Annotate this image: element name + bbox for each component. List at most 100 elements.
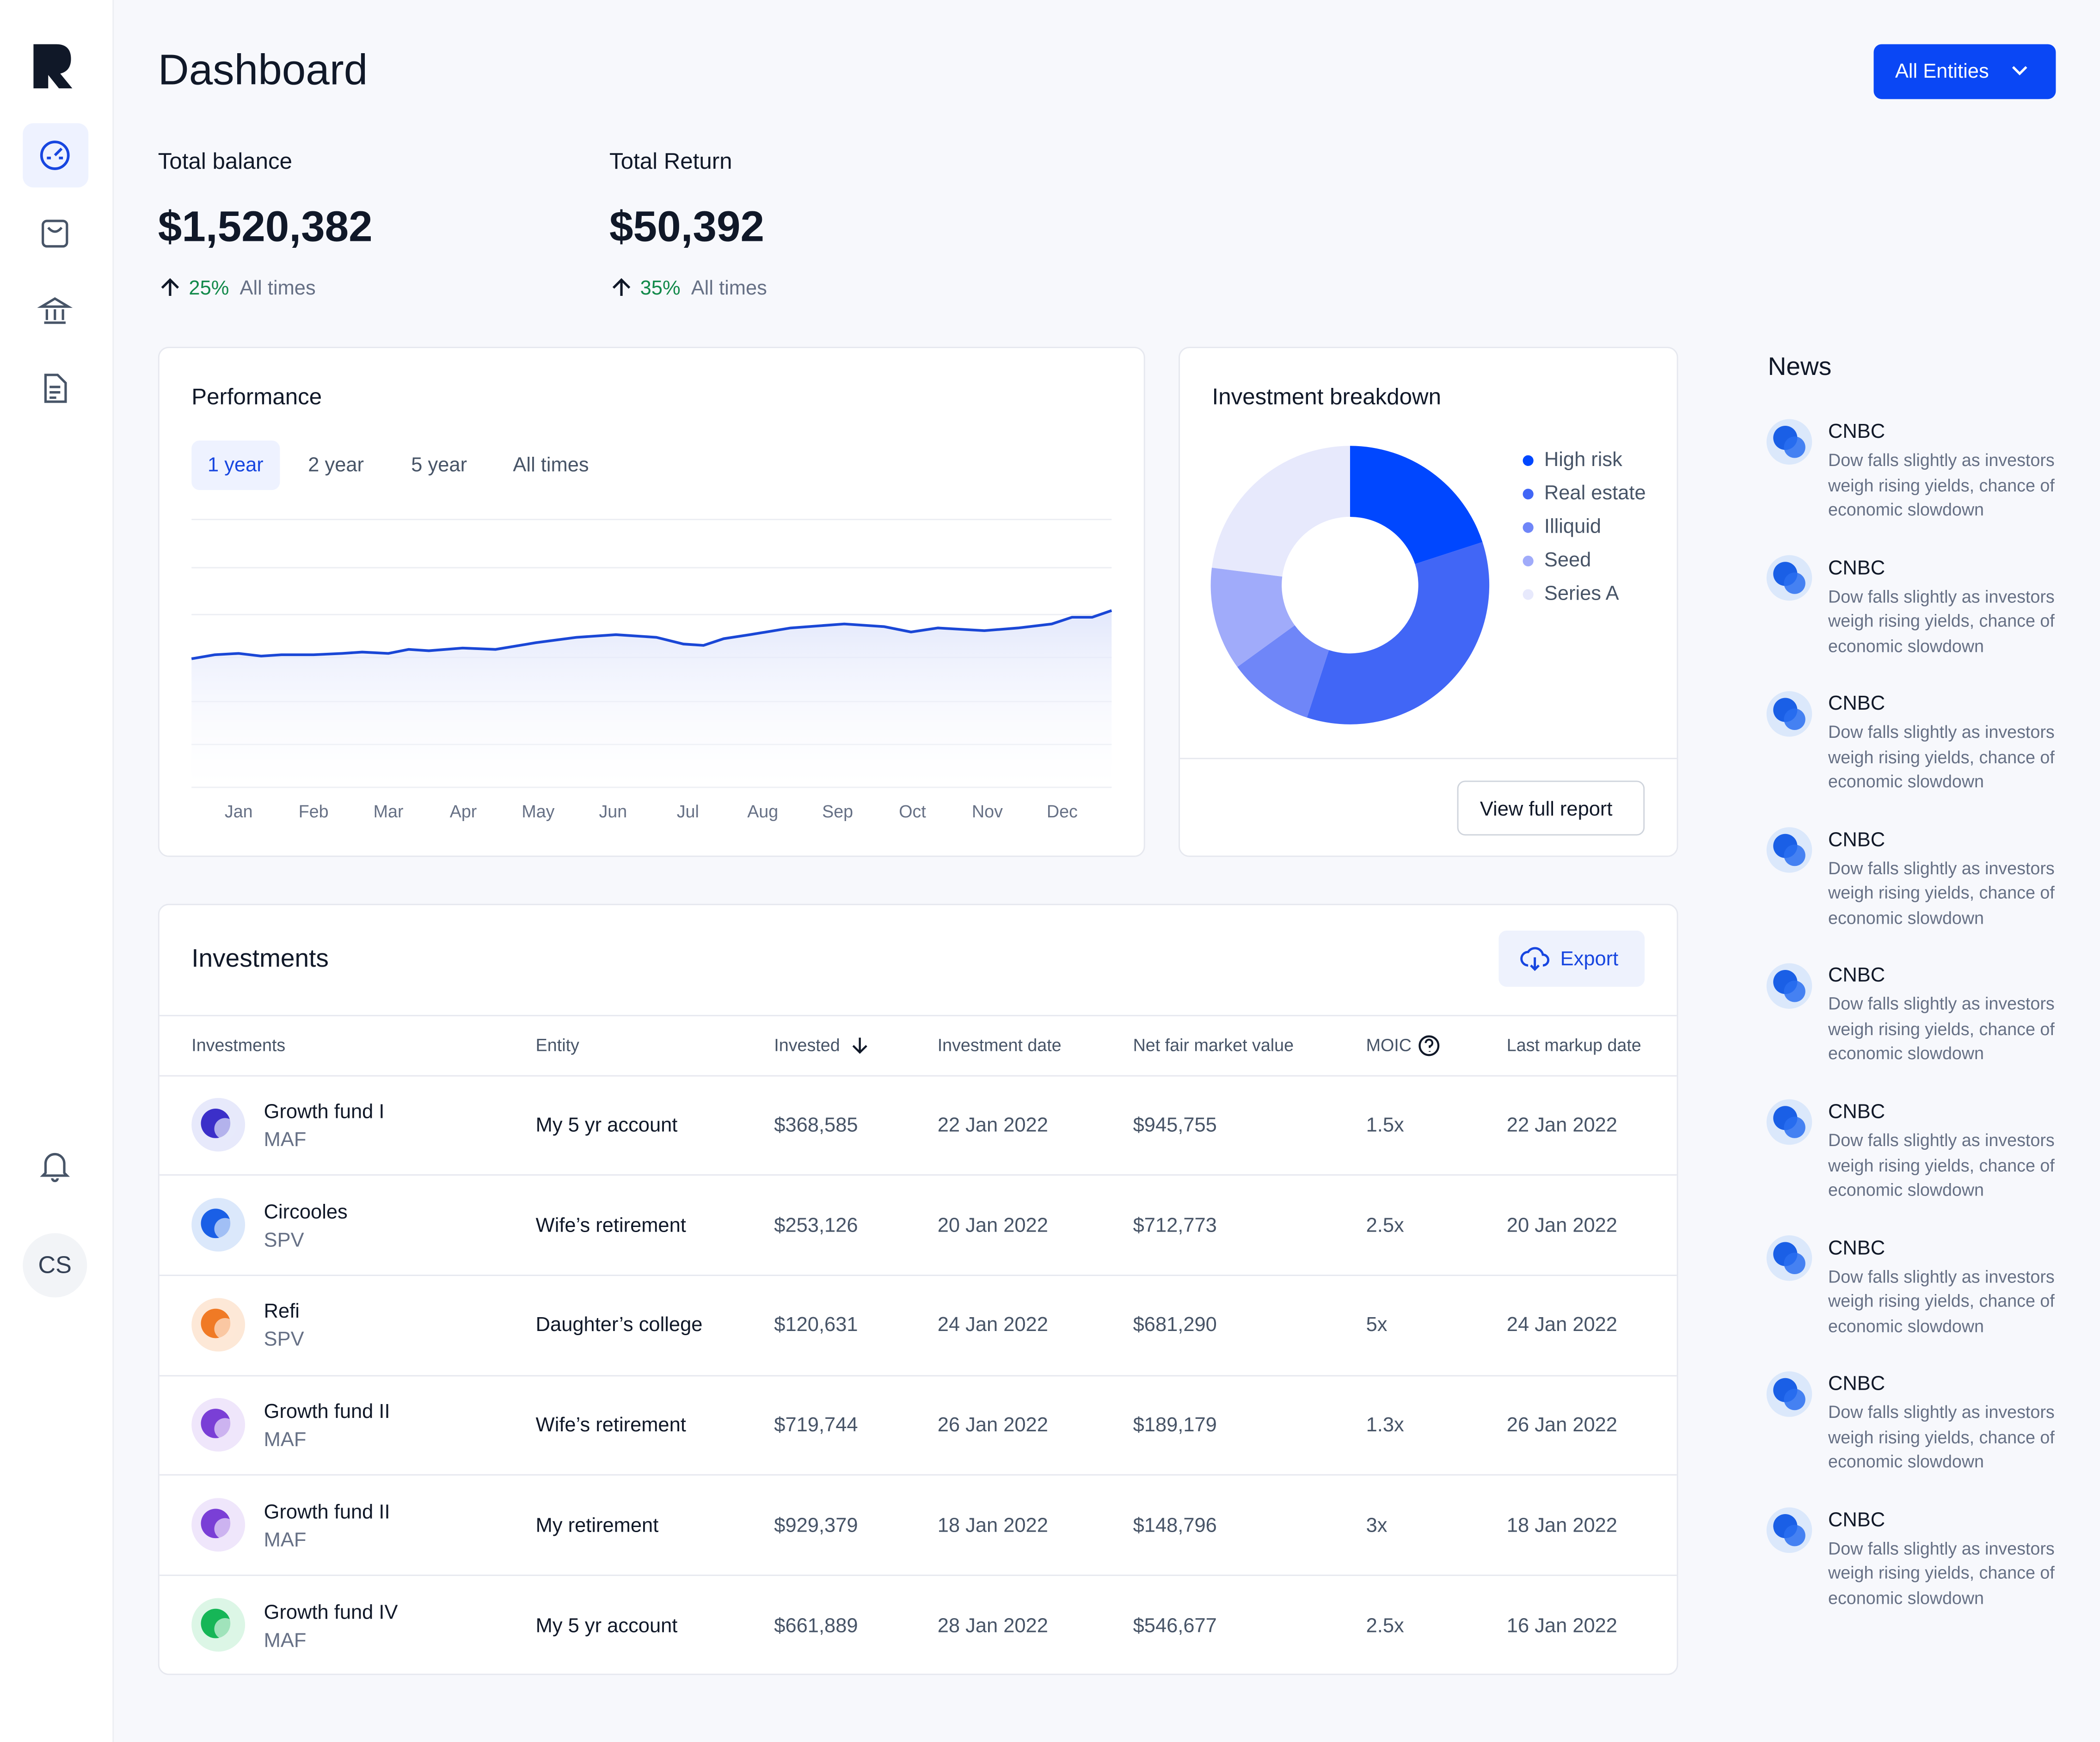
cell: $546,677 [1133,1614,1217,1637]
news-headline: Dow falls slightly as investors weigh ri… [1828,1266,2055,1336]
news-icon [1784,572,1805,594]
entity: Wife’s retirement [535,1214,686,1237]
fund-type: SPV [264,1329,304,1352]
chart-title: Investment breakdown [1212,384,1441,410]
logo [33,44,73,89]
donut-slice [1237,625,1329,718]
legend-label: Real estate [1544,482,1646,504]
news-icon [1784,981,1805,1002]
export-label[interactable]: Export [1560,948,1619,971]
fund-name: Growth fund IV [264,1601,398,1624]
news-source: CNBC [1828,1373,1885,1396]
tab[interactable]: 1 year [207,454,264,477]
tab-active-bg[interactable] [191,440,280,491]
cell: $719,744 [774,1414,858,1437]
nav-bell[interactable] [40,1153,70,1183]
x-tick-label: Mar [374,802,404,821]
report-button-label[interactable]: View full report [1480,798,1613,821]
news-source: CNBC [1828,1509,1885,1532]
cell: $120,631 [774,1314,858,1337]
cell: 18 Jan 2022 [1506,1514,1617,1537]
stat-value: $1,520,382 [158,202,373,251]
report-button[interactable]: View full report [1457,780,1645,836]
cell: 18 Jan 2022 [937,1514,1048,1537]
fund-type: MAF [264,1629,307,1652]
stat-value: $50,392 [609,202,765,251]
x-tick-label: May [522,802,554,821]
stat-label: Total Return [609,148,732,174]
row-divider [159,1374,1677,1376]
column-header: Entity [535,1035,579,1055]
stat-period: All times [239,277,316,300]
header-icons [852,1035,1440,1056]
nav-shop[interactable] [42,220,68,248]
cell: $712,773 [1133,1214,1217,1237]
news-headline: Dow falls slightly as investors weigh ri… [1828,1538,2055,1608]
news-icon [1784,844,1805,866]
tab[interactable]: 2 year [308,454,364,477]
entity: My 5 yr account [535,1614,678,1637]
nav-bank[interactable] [37,297,73,324]
news-icon [1784,1252,1805,1275]
news-source: CNBC [1828,828,1885,852]
news-source: CNBC [1828,1100,1885,1123]
cell: $945,755 [1133,1114,1217,1137]
fund-type: MAF [264,1528,307,1552]
nav-docs[interactable] [44,374,67,403]
cell: 26 Jan 2022 [1506,1414,1617,1437]
stat-change: 25% [189,277,229,300]
tab[interactable]: 5 year [411,454,467,477]
row-divider [159,1274,1677,1276]
sidebar-icons: CS [23,44,89,1298]
news-headline: Dow falls slightly as investors weigh ri… [1828,994,2055,1064]
cell: 26 Jan 2022 [937,1414,1048,1437]
export-button[interactable]: Export [1498,930,1645,987]
news-headline: Dow falls slightly as investors weigh ri… [1828,722,2055,792]
cell: 24 Jan 2022 [937,1314,1048,1337]
cell: 2.5x [1366,1614,1404,1637]
cell: $253,126 [774,1214,858,1237]
x-tick-label: Sep [822,802,853,821]
cell: $929,379 [774,1514,858,1537]
news-source: CNBC [1828,1236,1885,1260]
column-header: Investment date [937,1035,1062,1055]
entity-button[interactable]: All Entities [1873,44,2056,99]
cell: 24 Jan 2022 [1506,1314,1617,1337]
investments-card [158,903,1678,1675]
legend-dot [1523,489,1534,500]
avatar-bg[interactable] [23,1233,87,1298]
fund-type: MAF [264,1429,307,1452]
column-header: Investments [191,1035,286,1055]
news-source: CNBC [1828,692,1885,716]
news-icon [1784,1388,1805,1411]
cell: 28 Jan 2022 [937,1614,1048,1637]
entity-button-label[interactable]: All Entities [1895,60,1989,83]
cell: 22 Jan 2022 [937,1114,1048,1137]
donut-slice [1210,567,1295,667]
chart-title: Performance [191,384,322,410]
row-divider [159,1574,1677,1576]
legend-label: Series A [1544,582,1619,604]
legend-dot [1523,589,1534,600]
entity: My 5 yr account [535,1114,678,1137]
fund-name: Refi [264,1300,300,1324]
x-tick-label: Oct [899,802,926,821]
news-icon [1784,1525,1805,1546]
stat-period: All times [691,277,767,300]
avatar[interactable]: CS [38,1252,72,1279]
legend-dot [1523,455,1534,466]
column-header: Net fair market value [1133,1035,1294,1055]
fund-name: Circooles [264,1200,348,1224]
legend-dot [1523,555,1534,567]
cell: 5x [1366,1314,1388,1337]
fund-icon-accent [214,1118,236,1140]
tab[interactable]: All times [513,454,589,477]
x-tick-label: Dec [1047,802,1078,821]
news-headline: Dow falls slightly as investors weigh ri… [1828,858,2055,928]
donut-slice [1211,446,1350,577]
fund-name: Growth fund II [264,1400,390,1423]
up-arrow [161,278,179,296]
nav-dashboard[interactable] [40,141,70,170]
fund-icon-accent [214,1418,236,1440]
